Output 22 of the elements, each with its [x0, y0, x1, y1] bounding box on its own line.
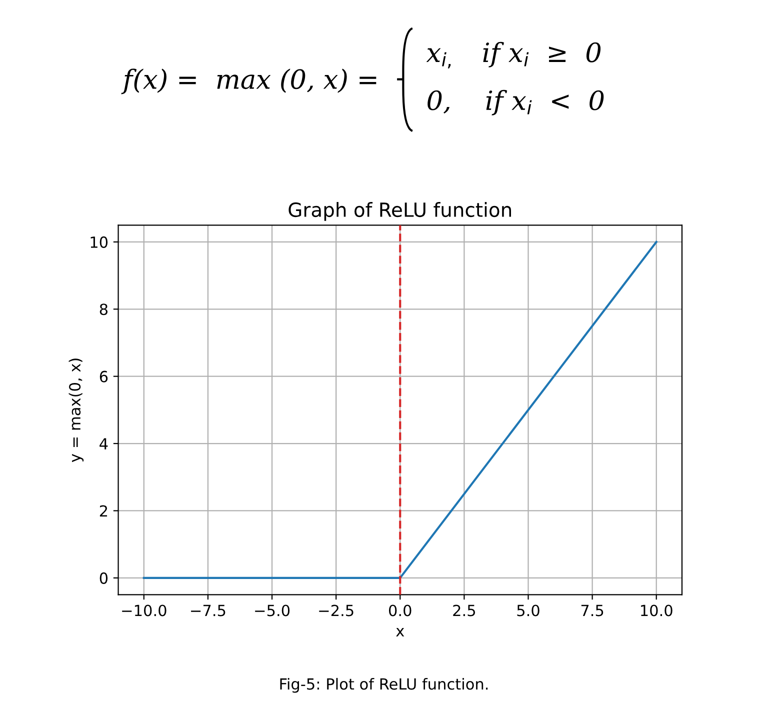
x-tick-label: 7.5: [581, 604, 604, 616]
y-tick-label: 10: [90, 236, 108, 248]
x-tick-label: 10.0: [641, 604, 672, 616]
text: 0, if x$_{i}$ < 0: [428, 90, 604, 116]
y-tick-label: 4: [100, 438, 108, 450]
x-tick-label: −7.5: [191, 604, 226, 616]
x-tick-label: 0.0: [388, 604, 412, 616]
y-axis-title: y = max(0, x): [68, 358, 84, 462]
x-tick-label: 5.0: [517, 604, 540, 616]
y-tick-label: 8: [100, 304, 108, 316]
text: x$_{i,}$ if x$_{i}$ ≥ 0: [426, 42, 601, 68]
text: f(x) = max (0, x) =: [121, 68, 376, 94]
text: Fig-5: Plot of ReLU function.: [280, 678, 488, 693]
x-tick-label: 2.5: [453, 604, 475, 616]
y-tick-label: 2: [100, 505, 108, 517]
x-tick-label: −10.0: [122, 604, 166, 616]
y-tick-label: 0: [100, 572, 108, 584]
y-tick-label: 6: [100, 370, 108, 382]
x-tick-label: −2.5: [319, 604, 354, 616]
chart-title: Graph of ReLU function: [288, 202, 512, 221]
x-tick-label: −5.0: [255, 604, 290, 616]
x-axis-title: x: [396, 628, 404, 636]
